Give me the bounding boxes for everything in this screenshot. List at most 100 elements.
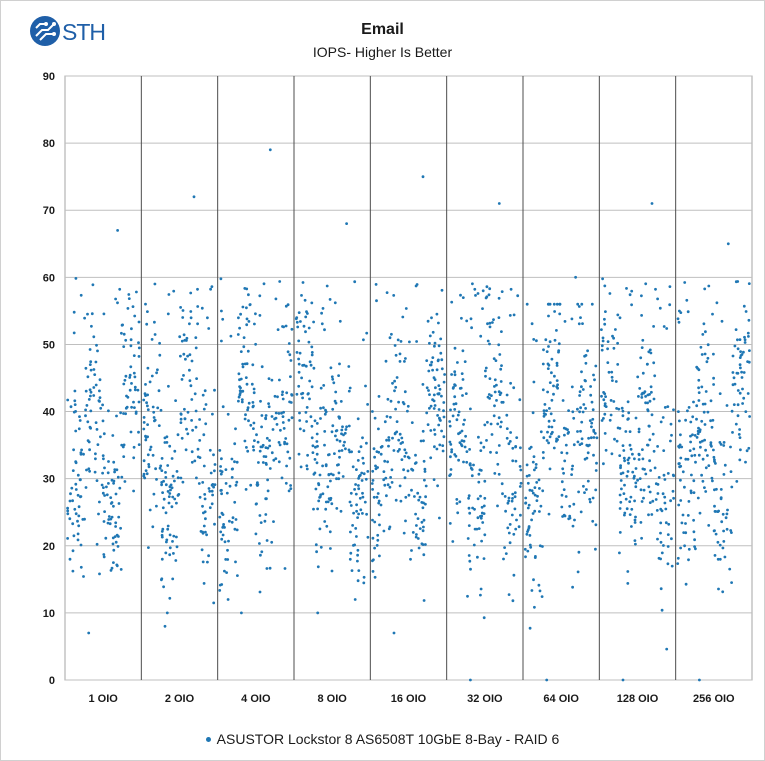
data-point: [618, 316, 622, 320]
data-point: [301, 281, 305, 284]
data-point: [719, 488, 723, 491]
data-point: [628, 513, 632, 516]
data-point: [428, 406, 431, 410]
data-point: [290, 416, 294, 420]
data-point: [213, 483, 217, 486]
data-point: [497, 390, 501, 394]
data-point: [537, 583, 541, 587]
data-point: [343, 440, 346, 444]
data-point: [349, 491, 353, 495]
data-point: [146, 408, 150, 412]
data-point: [95, 343, 98, 347]
data-point: [415, 524, 418, 527]
data-point: [282, 410, 285, 414]
data-point: [698, 428, 702, 432]
data-point: [582, 484, 585, 488]
data-point: [324, 507, 328, 511]
data-point: [210, 502, 214, 506]
data-point: [252, 421, 256, 425]
data-point: [557, 349, 561, 352]
data-point: [580, 370, 583, 374]
data-point: [371, 410, 374, 413]
data-point: [150, 374, 154, 378]
data-point: [434, 386, 437, 390]
data-point: [453, 370, 457, 374]
data-point: [456, 361, 459, 364]
data-point: [548, 467, 552, 471]
data-point: [628, 443, 632, 447]
data-point: [213, 522, 216, 526]
data-point: [512, 573, 516, 577]
data-point: [532, 338, 536, 341]
data-point: [204, 517, 207, 521]
data-point: [577, 490, 580, 494]
data-point: [315, 422, 319, 425]
data-point: [441, 444, 445, 447]
data-point: [305, 406, 309, 409]
data-point: [482, 504, 486, 508]
data-point: [264, 446, 268, 449]
data-point: [186, 410, 190, 414]
data-point: [466, 594, 469, 598]
data-point: [542, 409, 546, 412]
data-point: [378, 554, 381, 558]
data-point: [657, 476, 661, 479]
data-point: [112, 561, 115, 564]
data-point: [268, 439, 271, 442]
data-point: [497, 472, 501, 476]
data-point: [731, 371, 735, 374]
data-point: [151, 525, 155, 529]
data-point: [295, 351, 299, 354]
data-point: [540, 595, 544, 598]
data-point: [556, 438, 559, 442]
data-point: [713, 554, 717, 557]
data-point: [179, 476, 183, 480]
data-point: [137, 346, 141, 350]
data-point: [210, 483, 214, 487]
data-point: [743, 338, 747, 342]
data-point: [68, 517, 72, 521]
data-point: [666, 562, 670, 566]
data-point: [231, 467, 235, 471]
data-point: [312, 366, 316, 370]
data-point: [479, 516, 483, 520]
data-point: [129, 344, 133, 348]
data-point: [382, 478, 386, 482]
data-point: [343, 431, 347, 435]
data-point: [641, 467, 645, 471]
data-point: [659, 587, 663, 591]
data-point: [423, 470, 427, 473]
data-point: [147, 463, 151, 466]
data-point: [680, 445, 684, 449]
data-point: [470, 326, 473, 330]
data-point: [247, 320, 251, 323]
data-point: [259, 399, 262, 403]
data-point: [300, 376, 303, 380]
data-point: [650, 390, 653, 394]
data-point: [448, 522, 452, 525]
data-point: [355, 503, 358, 507]
data-point: [701, 457, 705, 461]
data-point: [493, 404, 496, 408]
data-point: [297, 370, 301, 374]
data-point: [679, 499, 683, 502]
data-point: [431, 368, 434, 372]
data-point: [579, 510, 583, 514]
data-point: [449, 443, 453, 446]
data-point: [236, 333, 240, 336]
data-point: [503, 495, 507, 498]
data-point: [321, 307, 325, 310]
data-point: [649, 469, 652, 472]
data-point: [477, 472, 481, 476]
data-point: [511, 492, 515, 496]
data-point: [71, 499, 74, 503]
data-point: [504, 509, 507, 513]
data-point: [124, 374, 128, 378]
data-point: [203, 389, 207, 393]
data-point: [497, 444, 501, 447]
data-point: [460, 316, 463, 320]
data-point: [641, 338, 645, 342]
data-point: [258, 294, 262, 298]
data-point: [221, 526, 225, 529]
data-point: [221, 533, 225, 537]
